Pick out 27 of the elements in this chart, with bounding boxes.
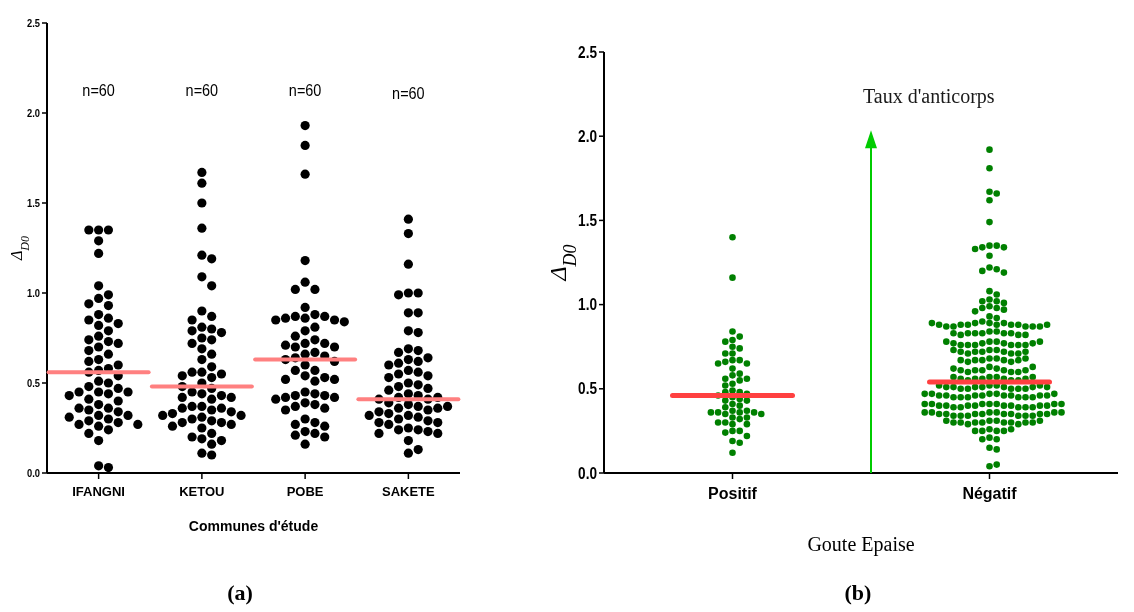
x-axis-title: Communes d'étude	[188, 518, 319, 534]
annotation: n=60	[82, 80, 116, 99]
text: (a)	[227, 580, 253, 605]
y-tick-label: 0.5	[578, 380, 597, 398]
x-axis-title: Goute Epaise	[807, 533, 915, 556]
y-tick-label: 2.5	[27, 17, 41, 30]
y-tick-label: 0.5	[27, 377, 41, 390]
y-tick-label: 2.0	[27, 107, 41, 120]
annotation: n=60	[185, 80, 219, 99]
y-tick-label: 1.0	[27, 287, 41, 300]
y-tick-label: 1.0	[578, 296, 597, 314]
annotation: n=60	[288, 80, 322, 99]
x-tick-label: SAKETE	[382, 484, 436, 499]
y-tick-label: 0.0	[27, 467, 41, 480]
y-tick-label: 2.5	[578, 43, 597, 61]
x-tick-label: KETOU	[179, 484, 225, 499]
y-tick-label: 2.0	[578, 127, 597, 146]
annotation: n=60	[392, 84, 425, 103]
text: (b)	[844, 580, 872, 605]
x-tick-label: Négatif	[962, 485, 1018, 502]
x-tick-label: POBE	[286, 484, 324, 499]
annotation: Taux d'anticorps	[863, 84, 995, 108]
y-tick-label: 1.5	[578, 211, 597, 230]
y-tick-label: 0.0	[578, 464, 597, 482]
x-tick-label: IFANGNI	[72, 484, 125, 499]
y-tick-label: 1.5	[27, 197, 41, 210]
x-tick-label: Positif	[708, 485, 758, 502]
